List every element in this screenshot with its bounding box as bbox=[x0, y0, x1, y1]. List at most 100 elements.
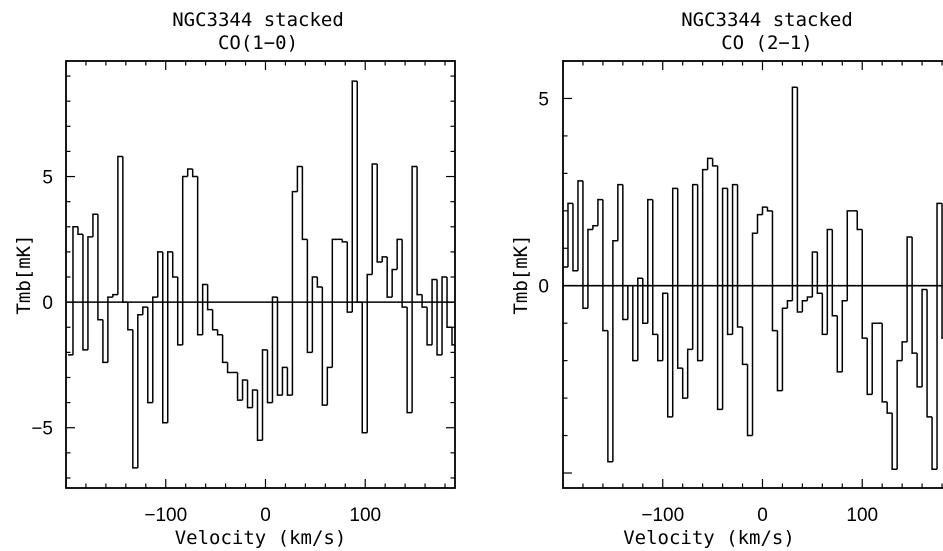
chart-1-channel-50 bbox=[811, 251, 818, 297]
chart-0-channel-10 bbox=[117, 155, 123, 295]
chart-0-channel-28 bbox=[206, 284, 213, 311]
chart-0-frame bbox=[65, 60, 456, 489]
chart-1-channel-26 bbox=[691, 183, 698, 350]
chart-0-plot-area bbox=[66, 80, 455, 469]
chart-0-channel-30 bbox=[216, 329, 223, 336]
chart-1-channel-55 bbox=[836, 315, 843, 373]
chart-1-channel-51 bbox=[816, 252, 823, 294]
chart-0-channel-77 bbox=[451, 327, 455, 346]
chart-1-ytick-label: 0 bbox=[538, 277, 549, 298]
chart-1-channel-44 bbox=[781, 307, 788, 391]
chart-1-channel-76 bbox=[941, 203, 943, 339]
chart-1-xtick-label: 100 bbox=[846, 505, 878, 526]
chart-1-channel-15 bbox=[637, 277, 643, 361]
chart-1-channel-21 bbox=[666, 293, 673, 418]
chart-0-channel-12 bbox=[127, 302, 133, 331]
chart-0-channel-22 bbox=[176, 277, 183, 346]
chart-0-xlabel: Velocity (km/s) bbox=[175, 527, 347, 549]
chart-1-channel-16 bbox=[642, 278, 648, 324]
chart-1-channel-57 bbox=[846, 210, 853, 301]
chart-1-channel-13 bbox=[627, 284, 633, 320]
chart-0-xtick-label: 100 bbox=[349, 505, 381, 526]
chart-1-channel-17 bbox=[647, 198, 653, 324]
chart-1-channel-8 bbox=[602, 199, 608, 332]
chart-1-channel-27 bbox=[696, 184, 703, 362]
chart-1-channel-30 bbox=[711, 158, 718, 167]
chart-1-channel-31 bbox=[716, 165, 723, 411]
chart-0-channel-16 bbox=[147, 307, 153, 404]
chart-1-channel-64 bbox=[881, 323, 888, 403]
chart-0-channel-70 bbox=[416, 166, 423, 296]
chart-0-channel-24 bbox=[186, 168, 193, 177]
chart-0-channel-26 bbox=[196, 176, 203, 336]
chart-0-channel-34 bbox=[236, 372, 243, 401]
chart-0-channel-27 bbox=[201, 283, 208, 335]
chart-0-channel-60 bbox=[366, 273, 373, 433]
chart-0-channel-41 bbox=[271, 296, 278, 403]
chart-1-channel-52 bbox=[821, 293, 828, 336]
chart-1-channel-11 bbox=[617, 183, 623, 241]
chart-1-channel-9 bbox=[607, 330, 613, 463]
chart-0-channel-39 bbox=[261, 349, 268, 441]
chart-0-channel-68 bbox=[406, 307, 413, 414]
chart-0-title-line-0: NGC3344 stacked bbox=[172, 9, 344, 31]
chart-0-channel-74 bbox=[436, 279, 443, 356]
chart-0-channel-14 bbox=[137, 313, 143, 468]
chart-0-channel-32 bbox=[226, 362, 233, 374]
chart-0-channel-59 bbox=[361, 302, 368, 434]
chart-0-channel-15 bbox=[142, 306, 148, 315]
chart-0-channel-50 bbox=[316, 277, 323, 288]
chart-1-channel-29 bbox=[706, 157, 713, 170]
chart-1-channel-59 bbox=[856, 210, 863, 231]
chart-0-channel-57 bbox=[351, 80, 358, 313]
chart-1-channel-25 bbox=[686, 348, 693, 399]
chart-0-channel-56 bbox=[346, 241, 353, 313]
chart-0-channel-53 bbox=[331, 238, 338, 368]
chart-0-channel-43 bbox=[281, 366, 288, 396]
chart-1-channel-4 bbox=[582, 180, 588, 309]
chart-1-channel-1 bbox=[567, 202, 573, 268]
chart-0-channel-45 bbox=[291, 190, 298, 396]
chart-1-channel-49 bbox=[806, 296, 813, 301]
chart-0-channel-35 bbox=[241, 379, 248, 401]
chart-0-channel-29 bbox=[211, 309, 218, 331]
chart-1-title-line-1: CO (2−1) bbox=[721, 32, 813, 54]
chart-1-ytick-label: 5 bbox=[538, 89, 549, 110]
chart-1-channel-24 bbox=[681, 368, 688, 399]
chart-1-channel-7 bbox=[597, 198, 603, 226]
chart-1-channel-62 bbox=[871, 322, 878, 395]
chart-1-channel-20 bbox=[661, 292, 668, 361]
chart-0-channel-49 bbox=[311, 276, 318, 353]
chart-1-channel-53 bbox=[826, 228, 833, 335]
chart-0-channel-5 bbox=[92, 213, 98, 237]
chart-0-channel-55 bbox=[341, 239, 348, 243]
chart-0-channel-8 bbox=[107, 296, 113, 363]
chart-1-channel-71 bbox=[916, 353, 923, 388]
chart-1-channel-10 bbox=[612, 240, 618, 462]
chart-1-channel-42 bbox=[771, 210, 778, 332]
chart-0-xtick-label: 0 bbox=[260, 505, 271, 526]
chart-1-channel-18 bbox=[652, 199, 658, 336]
chart-0-channel-4 bbox=[87, 236, 93, 350]
chart-0-channel-37 bbox=[251, 389, 258, 408]
chart-1-channel-38 bbox=[751, 232, 758, 436]
chart-0-channel-7 bbox=[102, 319, 108, 364]
chart-0-channel-67 bbox=[401, 239, 408, 308]
chart-1-xtick-label: 0 bbox=[757, 505, 768, 526]
chart-1-channel-40 bbox=[761, 206, 768, 215]
chart-1-frame bbox=[562, 60, 943, 489]
chart-1-xtick-label: −100 bbox=[641, 505, 684, 526]
chart-1-channel-61 bbox=[866, 338, 873, 396]
chart-1-channel-47 bbox=[796, 87, 803, 313]
chart-1-channel-75 bbox=[936, 202, 943, 470]
chart-1-channel-68 bbox=[901, 341, 908, 361]
chart-1-channel-35 bbox=[736, 184, 743, 328]
chart-1-channel-54 bbox=[831, 229, 838, 317]
chart-0-channel-62 bbox=[376, 163, 383, 263]
chart-1-channel-5 bbox=[587, 228, 593, 309]
chart-0-channel-46 bbox=[296, 165, 303, 192]
chart-0-channel-21 bbox=[171, 251, 178, 278]
chart-0-channel-69 bbox=[411, 165, 418, 413]
